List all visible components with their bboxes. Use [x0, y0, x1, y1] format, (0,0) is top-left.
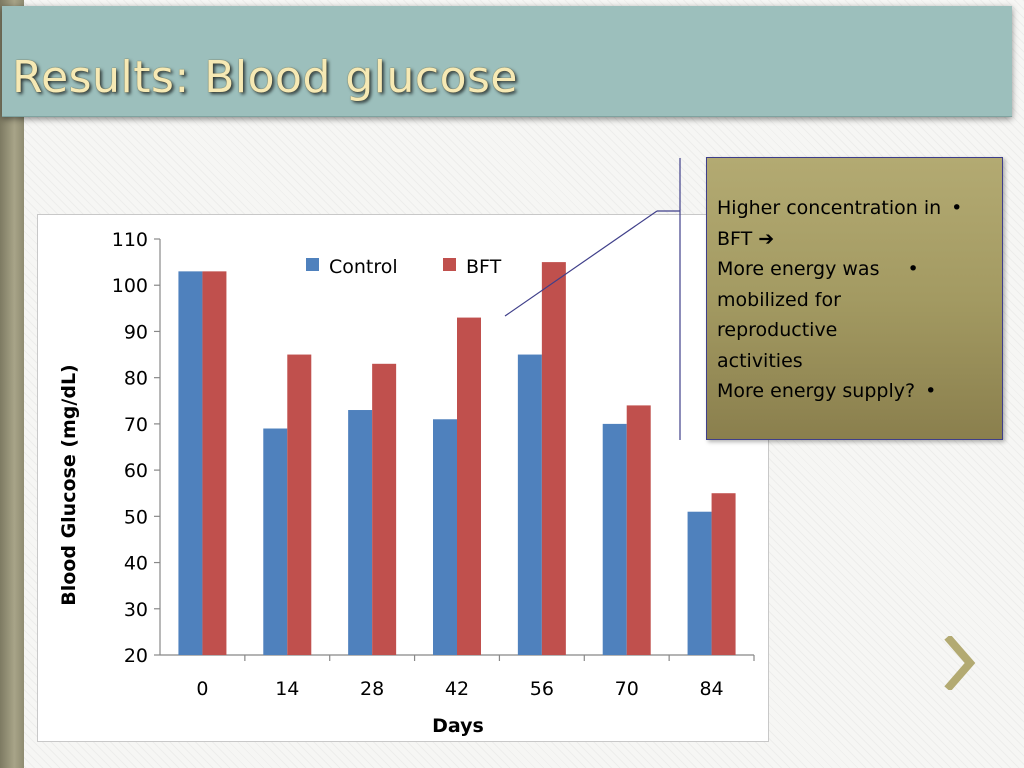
bar-chart: 20 30 40 50 60 70 80 90 100 110 0 14 28 42 56 70 84 Cont… [58, 229, 755, 737]
legend-swatch-control [306, 258, 319, 271]
bar-control-84 [687, 511, 712, 655]
bar-control-0 [178, 271, 203, 655]
x-tick-label: 0 [196, 678, 208, 700]
callout-line-2: BFT ➔ [717, 227, 775, 250]
bar-bft-84 [711, 493, 736, 655]
x-tick-label: 70 [615, 678, 639, 700]
bar-control-42 [433, 419, 457, 655]
bar-control-56 [517, 354, 542, 655]
callout-line-7: More energy supply? • [717, 376, 1002, 407]
callout-text: Higher concentration in • BFT ➔ More ener… [717, 193, 1002, 407]
bar-bft-42 [457, 317, 481, 655]
bullet-icon: • [925, 380, 937, 402]
bar-control-70 [602, 423, 627, 655]
slide-title: Results: Blood glucose [12, 52, 518, 103]
legend-label-control: Control [329, 256, 398, 278]
arrow-right-icon: ➔ [758, 227, 775, 250]
callout-box [706, 157, 1003, 440]
y-tick-label: 110 [112, 229, 148, 251]
left-decorative-bar [0, 0, 24, 768]
x-tick-label: 56 [530, 678, 554, 700]
bar-bft-14 [287, 354, 312, 655]
bar-control-14 [263, 428, 288, 655]
legend-swatch-bft [443, 258, 456, 271]
y-tick-label: 20 [124, 645, 148, 667]
chevron-right-icon[interactable] [942, 636, 978, 690]
chart-legend: Control BFT [306, 256, 502, 278]
x-axis-label: Days [432, 715, 484, 737]
bar-bft-56 [541, 262, 566, 655]
bar-bft-28 [372, 363, 397, 655]
bar-control-28 [348, 410, 373, 655]
x-tick-label: 28 [360, 678, 384, 700]
chart-bars [178, 262, 736, 655]
x-tick-label: 14 [275, 678, 299, 700]
y-axis-label: Blood Glucose (mg/dL) [58, 364, 80, 606]
y-tick-label: 100 [112, 275, 148, 297]
callout-line-5: reproductive [717, 319, 838, 341]
title-banner: Results: Blood glucose [2, 6, 1012, 117]
y-tick-label: 50 [124, 506, 148, 528]
y-tick-label: 90 [124, 321, 148, 343]
chart-ticks: 20 30 40 50 60 70 80 90 100 110 0 14 28 42 56 70 84 [112, 229, 755, 700]
bullet-icon: • [951, 197, 963, 219]
callout-line-3: More energy was • [717, 254, 1002, 285]
bullet-icon: • [907, 258, 919, 280]
bar-bft-70 [626, 405, 651, 655]
chart-frame: 20 30 40 50 60 70 80 90 100 110 0 14 28 42 56 70 84 Cont… [37, 214, 769, 742]
y-tick-label: 40 [124, 553, 148, 575]
legend-label-bft: BFT [466, 256, 502, 278]
bar-bft-0 [202, 271, 227, 655]
y-tick-label: 70 [124, 414, 148, 436]
callout-line-4: mobilized for [717, 288, 841, 311]
y-tick-label: 30 [124, 599, 148, 621]
callout-line-6: activities [717, 349, 803, 372]
y-tick-label: 80 [124, 368, 148, 390]
callout-line-1: Higher concentration in • [717, 193, 1002, 224]
x-tick-label: 84 [699, 678, 723, 700]
x-tick-label: 42 [445, 678, 469, 700]
y-tick-label: 60 [124, 460, 148, 482]
